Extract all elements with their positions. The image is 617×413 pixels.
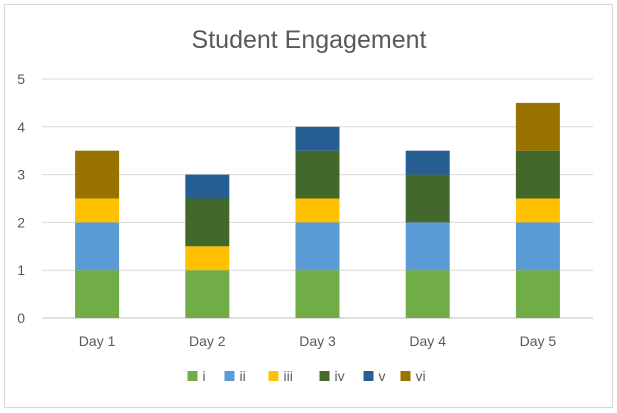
legend-item-vi[interactable]: vi (400, 368, 426, 384)
y-tick-label: 0 (17, 310, 25, 326)
x-axis-ticks: Day 1 Day 2 Day 3 Day 4 Day 5 (79, 333, 557, 349)
x-tick-label: Day 4 (409, 333, 446, 349)
legend-item-ii[interactable]: ii (224, 368, 246, 384)
legend-swatch (268, 371, 279, 381)
bar-segment-iii-day-2[interactable] (185, 246, 230, 271)
legend-label: vi (416, 368, 426, 384)
bar-segment-iv-day-2[interactable] (185, 198, 230, 247)
bar-segment-ii-day-1[interactable] (75, 222, 120, 271)
bar-segment-vi-day-1[interactable] (75, 150, 120, 199)
legend-label: i (203, 368, 206, 384)
bar-segment-ii-day-3[interactable] (295, 222, 340, 271)
legend-label: ii (240, 368, 246, 384)
y-axis-ticks: 0 1 2 3 4 5 (17, 71, 25, 326)
y-tick-label: 5 (17, 71, 25, 87)
legend-swatch (363, 371, 374, 381)
bar-segment-v-day-4[interactable] (405, 150, 450, 175)
legend-item-iii[interactable]: iii (268, 368, 293, 384)
plot-area (75, 102, 560, 318)
bar-segment-i-day-4[interactable] (405, 270, 450, 318)
bar-segment-i-day-2[interactable] (185, 270, 230, 318)
x-tick-label: Day 3 (299, 333, 336, 349)
legend-item-v[interactable]: v (363, 368, 386, 384)
bar-segment-iii-day-3[interactable] (295, 198, 340, 223)
bar-segment-i-day-3[interactable] (295, 270, 340, 318)
bar-segment-iv-day-3[interactable] (295, 150, 340, 199)
legend-swatch (224, 371, 235, 381)
bar-segment-i-day-5[interactable] (515, 270, 560, 318)
y-tick-label: 4 (17, 119, 25, 135)
legend-item-iv[interactable]: iv (319, 368, 345, 384)
legend-label: iv (335, 368, 345, 384)
bar-segment-v-day-2[interactable] (185, 174, 230, 199)
y-tick-label: 1 (17, 262, 25, 278)
bar-segment-ii-day-5[interactable] (515, 222, 560, 271)
bar-segment-ii-day-4[interactable] (405, 222, 450, 271)
chart-title: Student Engagement (192, 26, 427, 54)
bar-segment-iv-day-4[interactable] (405, 174, 450, 223)
bar-segment-v-day-3[interactable] (295, 126, 340, 151)
legend-swatch (319, 371, 330, 381)
legend-item-i[interactable]: i (187, 368, 206, 384)
legend-label: v (379, 368, 386, 384)
bar-segment-i-day-1[interactable] (75, 270, 120, 318)
y-tick-label: 2 (17, 214, 25, 230)
bar-segment-iii-day-5[interactable] (515, 198, 560, 223)
x-tick-label: Day 1 (79, 333, 116, 349)
bar-segment-iv-day-5[interactable] (515, 150, 560, 199)
bar-segment-iii-day-1[interactable] (75, 198, 120, 223)
x-tick-label: Day 5 (520, 333, 557, 349)
y-tick-label: 3 (17, 167, 25, 183)
legend: i ii iii iv v vi (187, 368, 426, 384)
legend-swatch (400, 371, 411, 381)
legend-label: iii (284, 368, 293, 384)
bar-segment-vi-day-5[interactable] (515, 102, 560, 151)
x-tick-label: Day 2 (189, 333, 226, 349)
legend-swatch (187, 371, 198, 381)
